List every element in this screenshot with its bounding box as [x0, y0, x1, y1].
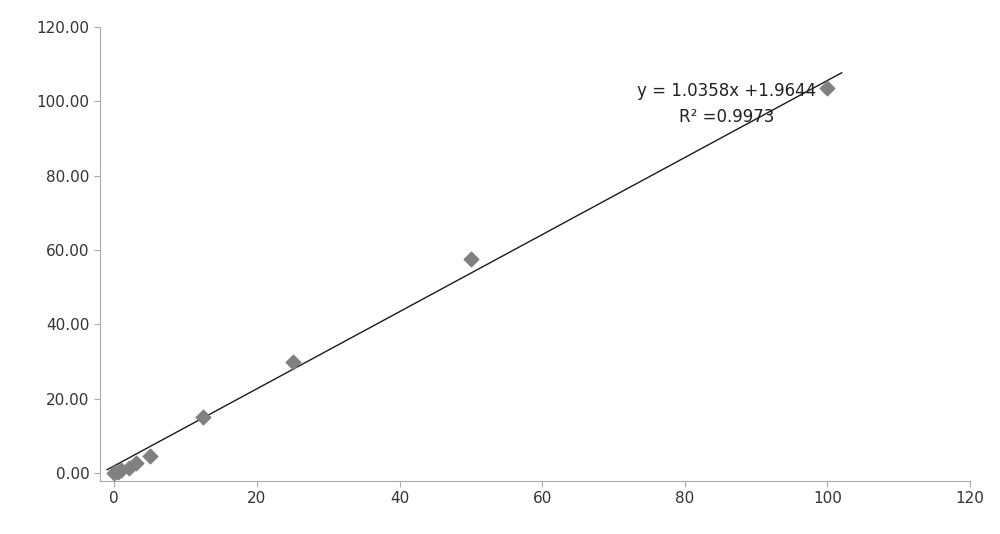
Point	[121, 464, 137, 472]
Point	[128, 459, 144, 467]
Point	[195, 413, 211, 422]
Point	[142, 452, 158, 461]
Point	[106, 469, 122, 477]
Point	[285, 357, 301, 366]
Point	[819, 84, 835, 92]
Point	[113, 466, 129, 474]
Point	[110, 468, 126, 476]
Point	[463, 255, 479, 263]
Text: y = 1.0358x +1.9644
R² =0.9973: y = 1.0358x +1.9644 R² =0.9973	[637, 82, 816, 126]
